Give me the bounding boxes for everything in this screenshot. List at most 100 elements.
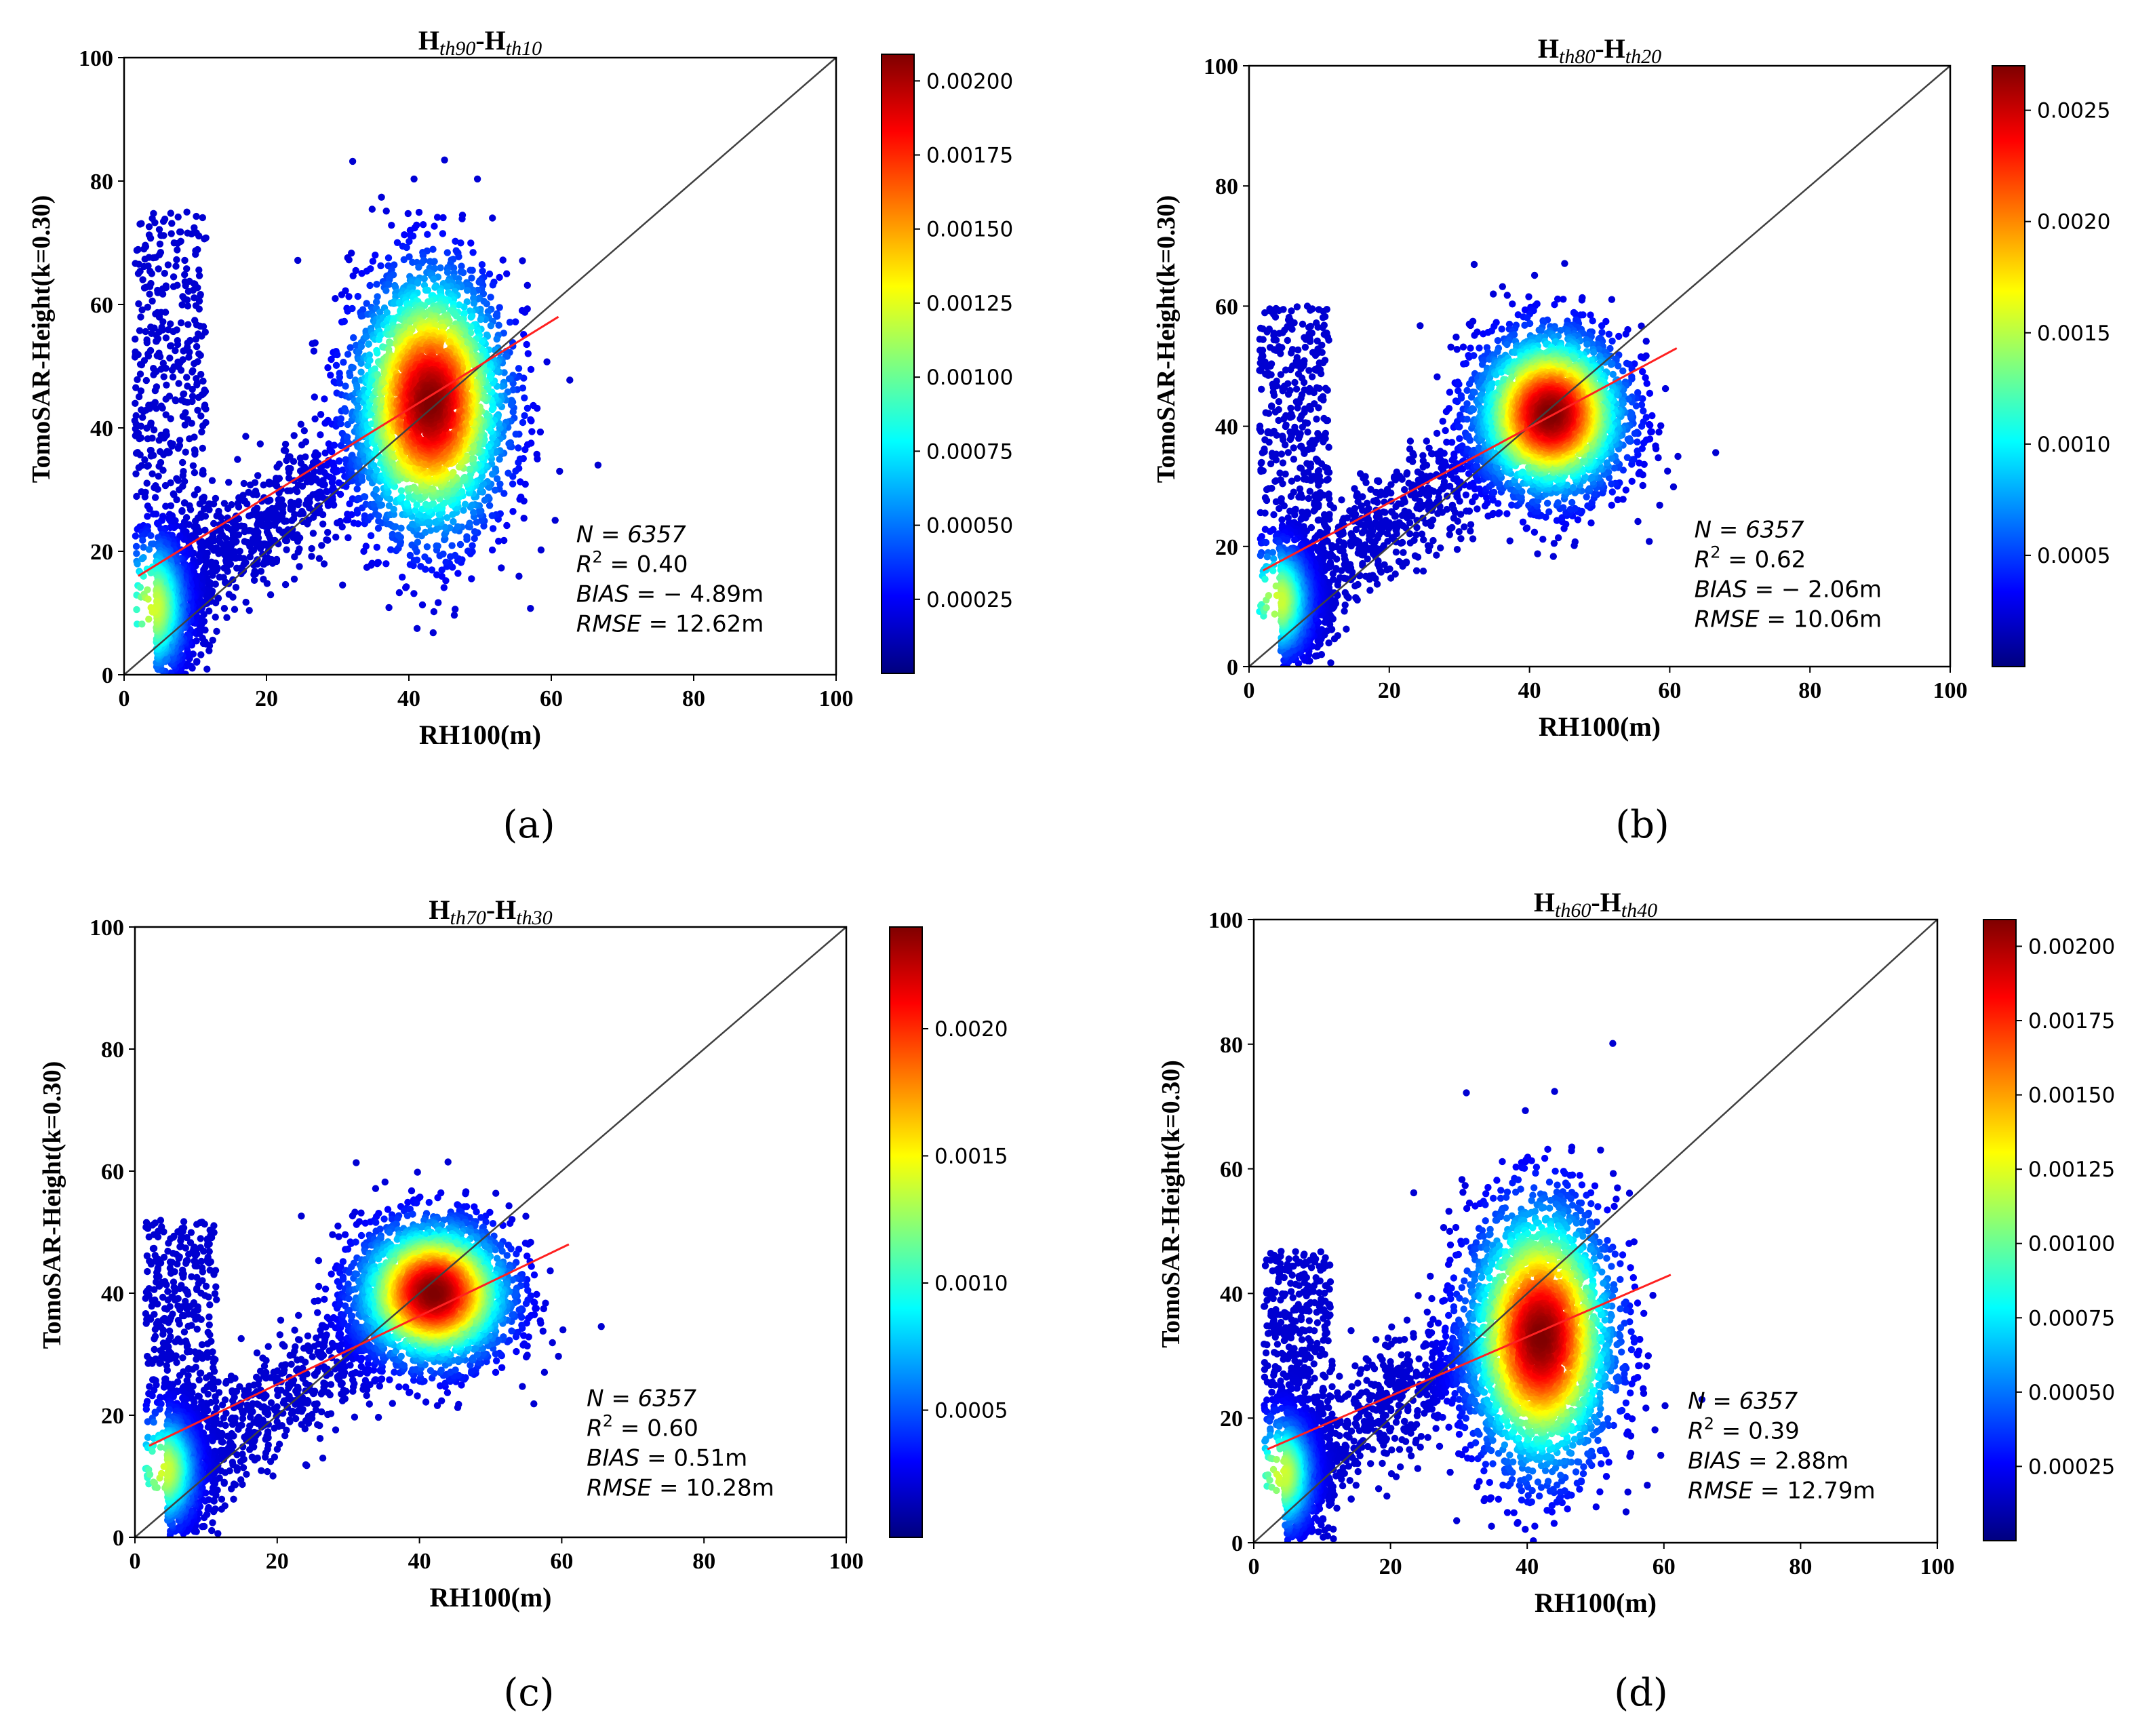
scatter-points [131, 156, 602, 675]
scatter-point [147, 452, 155, 460]
scatter-point [443, 283, 451, 291]
scatter-point [199, 470, 206, 477]
scatter-point [138, 361, 146, 369]
scatter-point [518, 307, 526, 315]
scatter-point [140, 408, 147, 415]
scatter-point [521, 412, 528, 420]
scatter-point [300, 427, 308, 435]
scatter-point [186, 349, 193, 356]
scatter-point [147, 532, 155, 539]
scatter-point [254, 472, 262, 479]
scatter-point [159, 467, 167, 474]
scatter-point [339, 581, 347, 589]
scatter-point [350, 334, 357, 342]
scatter-point [136, 267, 144, 275]
scatter-point [159, 318, 167, 326]
scatter-point [224, 505, 232, 513]
scatter-point [298, 482, 306, 490]
scatter-point [406, 237, 413, 245]
scatter-point [521, 446, 529, 454]
scatter-point [498, 382, 506, 390]
scatter-point [191, 517, 199, 525]
scatter-point [363, 333, 370, 340]
scatter-point [336, 379, 344, 387]
scatter-point [377, 262, 384, 270]
scatter-point [176, 437, 184, 444]
scatter-point [463, 281, 471, 289]
scatter-point [150, 510, 157, 518]
scatter-point [479, 267, 486, 275]
scatter-point [197, 412, 205, 420]
scatter-point [240, 522, 248, 530]
scatter-point [198, 428, 205, 436]
scatter-point [450, 612, 458, 619]
scatter-point [220, 564, 228, 572]
scatter-point [475, 507, 483, 515]
scatter-point [135, 464, 142, 471]
scatter-point [441, 156, 448, 164]
scatter-point [150, 210, 157, 217]
scatter-point [342, 408, 349, 415]
scatter-point [421, 553, 429, 561]
scatter-point [415, 208, 423, 216]
scatter-point [556, 467, 563, 475]
scatter-point [209, 636, 216, 644]
scatter-point [193, 658, 201, 665]
scatter-point [338, 523, 346, 531]
scatter-point [143, 339, 151, 347]
scatter-point [183, 265, 191, 273]
scatter-point [439, 230, 447, 237]
scatter-point [485, 443, 492, 450]
scatter-point [349, 304, 356, 313]
scatter-point [452, 606, 459, 613]
scatter-point [431, 283, 439, 291]
scatter-point [366, 357, 374, 364]
scatter-point [500, 490, 508, 497]
scatter-point [521, 394, 528, 401]
scatter-point [234, 456, 241, 463]
scatter-point [430, 258, 437, 266]
scatter-point [162, 411, 170, 418]
scatter-point [349, 157, 357, 165]
scatter-point [290, 432, 298, 439]
scatter-point [283, 537, 291, 545]
scatter-point [195, 305, 203, 313]
scatter-point [233, 564, 241, 572]
scatter-point [154, 335, 162, 342]
scatter-point [136, 370, 144, 378]
scatter-point [435, 599, 442, 606]
scatter-point [415, 263, 422, 271]
scatter-point [132, 470, 140, 477]
scatter-point [135, 393, 143, 401]
scatter-point [467, 313, 475, 321]
scatter-point [246, 553, 254, 561]
scatter-point [527, 416, 534, 424]
scatter-point [189, 367, 197, 374]
scatter-point [201, 388, 210, 395]
scatter-point [487, 322, 495, 330]
scatter-point [202, 406, 210, 413]
scatter-point [410, 484, 418, 491]
scatter-point [133, 492, 140, 500]
scatter-point [520, 515, 528, 522]
scatter-point [519, 384, 527, 392]
scatter-point [443, 269, 452, 276]
scatter-point [181, 271, 189, 279]
scatter-point [382, 560, 390, 568]
scatter-point [500, 330, 507, 337]
scatter-point [194, 486, 201, 494]
scatter-point [201, 526, 209, 534]
scatter-point [220, 605, 229, 612]
scatter-point [184, 302, 192, 310]
scatter-point [143, 425, 151, 432]
scatter-point [463, 533, 471, 540]
scatter-point [177, 237, 184, 245]
scatter-point [147, 279, 155, 288]
scatter-point [337, 415, 344, 422]
scatter-point [197, 291, 204, 298]
scatter-point [156, 240, 164, 248]
scatter-point [492, 311, 500, 319]
scatter-point [336, 457, 343, 465]
scatter-point [205, 607, 213, 615]
scatter-point [332, 361, 340, 369]
